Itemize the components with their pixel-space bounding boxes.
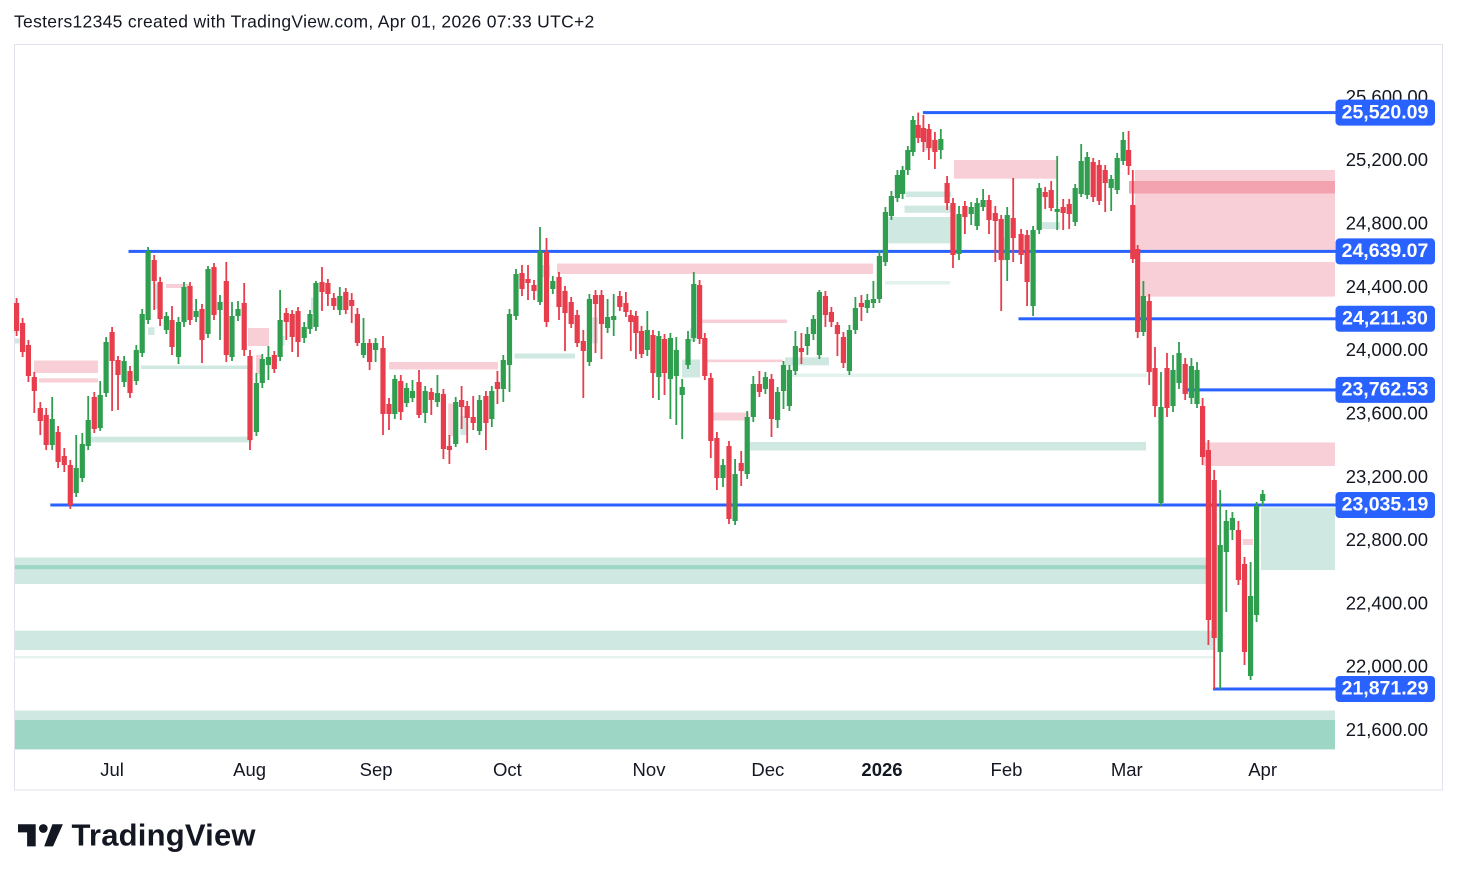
svg-text:21,600.00: 21,600.00: [1346, 719, 1428, 740]
svg-text:24,211.30: 24,211.30: [1342, 307, 1428, 329]
svg-text:Mar: Mar: [1111, 759, 1143, 780]
svg-text:24,639.07: 24,639.07: [1342, 240, 1429, 262]
svg-text:2026: 2026: [861, 759, 902, 780]
svg-text:Jul: Jul: [100, 759, 124, 780]
svg-text:22,400.00: 22,400.00: [1346, 592, 1428, 613]
svg-text:22,800.00: 22,800.00: [1346, 529, 1428, 550]
svg-text:Oct: Oct: [493, 759, 522, 780]
svg-text:23,762.53: 23,762.53: [1342, 379, 1429, 401]
svg-text:Testers12345 created with Trad: Testers12345 created with TradingView.co…: [14, 12, 595, 32]
svg-text:Feb: Feb: [991, 759, 1023, 780]
svg-text:21,871.29: 21,871.29: [1342, 678, 1429, 700]
svg-text:22,000.00: 22,000.00: [1346, 656, 1428, 677]
svg-text:TradingView: TradingView: [72, 818, 257, 853]
svg-text:Nov: Nov: [633, 759, 667, 780]
svg-text:24,400.00: 24,400.00: [1346, 276, 1428, 297]
svg-text:24,000.00: 24,000.00: [1346, 339, 1428, 360]
svg-text:25,520.09: 25,520.09: [1342, 101, 1429, 123]
svg-text:23,200.00: 23,200.00: [1346, 466, 1428, 487]
svg-text:24,800.00: 24,800.00: [1346, 212, 1428, 233]
svg-text:25,200.00: 25,200.00: [1346, 149, 1428, 170]
svg-text:Aug: Aug: [233, 759, 266, 780]
svg-text:23,035.19: 23,035.19: [1342, 494, 1429, 516]
svg-text:Dec: Dec: [751, 759, 784, 780]
svg-text:23,600.00: 23,600.00: [1346, 402, 1428, 423]
svg-text:Sep: Sep: [360, 759, 393, 780]
svg-text:Apr: Apr: [1248, 759, 1277, 780]
